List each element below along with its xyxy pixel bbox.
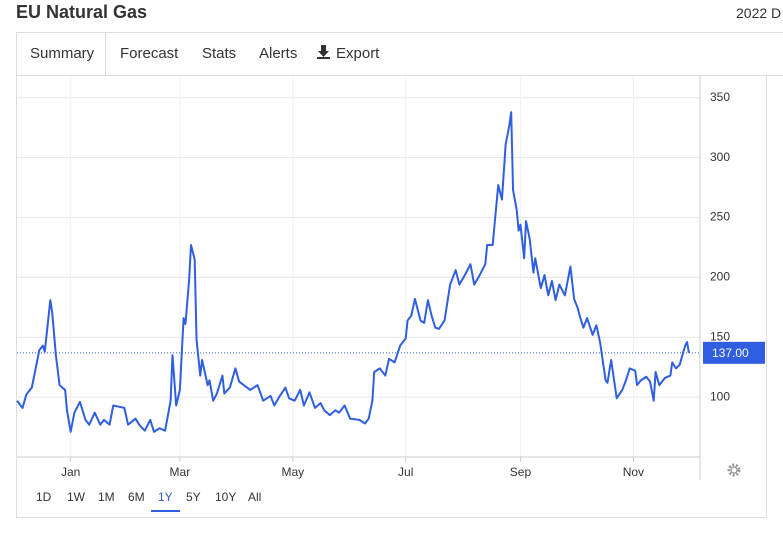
y-tick-label: 350 [710, 90, 730, 104]
x-tick-label: Jan [61, 465, 80, 479]
last-value-label: 137.00 [712, 346, 749, 360]
tab[interactable]: Export [336, 45, 380, 62]
x-tick-label: May [281, 465, 304, 479]
range-button[interactable]: All [248, 490, 262, 504]
chart-panel [16, 74, 767, 518]
x-tick-label: Nov [623, 465, 644, 479]
range-button[interactable]: 1W [67, 490, 85, 504]
x-tick-label: Jul [398, 465, 413, 479]
range-button[interactable]: 1D [36, 490, 52, 504]
active-tab-bg [16, 33, 106, 75]
range-button[interactable]: 6M [128, 490, 145, 504]
y-tick-label: 100 [710, 389, 730, 403]
tab-bar: Summary Forecast Stats Alerts Export [16, 32, 783, 76]
download-icon [317, 45, 330, 59]
settings-icon [727, 463, 741, 477]
x-tick-label: Mar [170, 465, 191, 479]
x-tick-label: Sep [510, 465, 532, 479]
date: 2022 D [736, 5, 782, 21]
tab[interactable]: Summary [30, 45, 95, 62]
title: EU Natural Gas [16, 2, 148, 22]
tab[interactable]: Alerts [259, 45, 298, 62]
y-tick-label: 150 [710, 329, 730, 343]
tab[interactable]: Forecast [120, 45, 179, 62]
range-button[interactable]: 5Y [186, 490, 201, 504]
y-tick-label: 250 [710, 210, 730, 224]
tab[interactable]: Stats [202, 45, 237, 62]
range-button[interactable]: 1M [98, 490, 115, 504]
last-value-box [703, 341, 765, 364]
range-button[interactable]: 1Y [151, 490, 180, 512]
line-series [16, 111, 690, 433]
y-tick-label: 300 [710, 150, 730, 164]
range-button[interactable]: 10Y [215, 490, 237, 504]
y-tick-label: 200 [710, 270, 730, 284]
